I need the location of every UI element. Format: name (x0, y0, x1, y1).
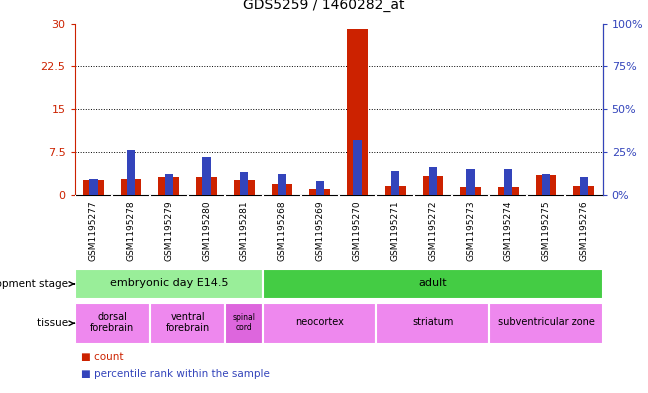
Bar (121, 178, 141, 195)
Bar (89, 179, 98, 195)
Bar (159, 178, 179, 195)
Bar (542, 174, 550, 195)
Text: striatum: striatum (412, 317, 454, 327)
Text: adult: adult (419, 278, 447, 288)
Text: GSM1195273: GSM1195273 (466, 200, 475, 261)
Bar (347, 29, 368, 195)
Bar (579, 178, 588, 195)
Text: ■ count: ■ count (81, 352, 124, 362)
Text: GSM1195280: GSM1195280 (202, 200, 211, 261)
Text: spinal
cord: spinal cord (233, 313, 256, 332)
Text: neocortex: neocortex (295, 317, 344, 327)
Bar (240, 172, 248, 195)
Bar (75, 269, 263, 299)
Text: GSM1195270: GSM1195270 (353, 200, 362, 261)
Bar (278, 174, 286, 195)
Bar (429, 167, 437, 195)
Bar (234, 180, 255, 195)
Text: GSM1195277: GSM1195277 (89, 200, 98, 261)
Text: dorsal
forebrain: dorsal forebrain (90, 312, 134, 333)
Text: GSM1195271: GSM1195271 (391, 200, 400, 261)
Text: GSM1195279: GSM1195279 (165, 200, 173, 261)
Bar (376, 303, 489, 343)
Bar (498, 187, 518, 195)
Text: ■ percentile rank within the sample: ■ percentile rank within the sample (81, 369, 270, 379)
Bar (391, 171, 399, 195)
Text: GSM1195278: GSM1195278 (126, 200, 135, 261)
Bar (467, 169, 475, 195)
Bar (196, 177, 217, 195)
Bar (422, 176, 443, 195)
Bar (573, 186, 594, 195)
Text: GSM1195268: GSM1195268 (277, 200, 286, 261)
Bar (75, 303, 150, 343)
Text: GSM1195275: GSM1195275 (542, 200, 551, 261)
Bar (226, 303, 263, 343)
Bar (504, 169, 513, 195)
Bar (536, 175, 557, 195)
Bar (150, 303, 226, 343)
Text: embryonic day E14.5: embryonic day E14.5 (110, 278, 228, 288)
Bar (127, 150, 135, 195)
Bar (353, 140, 362, 195)
Text: GSM1195269: GSM1195269 (315, 200, 324, 261)
Bar (489, 303, 603, 343)
Text: subventricular zone: subventricular zone (498, 317, 594, 327)
Bar (83, 180, 104, 195)
Bar (263, 269, 603, 299)
Text: GSM1195272: GSM1195272 (428, 200, 437, 261)
Bar (316, 181, 324, 195)
Text: ventral
forebrain: ventral forebrain (165, 312, 210, 333)
Text: GSM1195276: GSM1195276 (579, 200, 588, 261)
Bar (202, 157, 211, 195)
Text: GDS5259 / 1460282_at: GDS5259 / 1460282_at (243, 0, 405, 12)
Text: GSM1195274: GSM1195274 (504, 200, 513, 261)
Bar (460, 187, 481, 195)
Text: GSM1195281: GSM1195281 (240, 200, 249, 261)
Bar (263, 303, 376, 343)
Bar (309, 189, 330, 195)
Bar (165, 174, 173, 195)
Text: development stage: development stage (0, 279, 71, 289)
Bar (385, 186, 406, 195)
Bar (272, 184, 292, 195)
Text: tissue: tissue (37, 318, 71, 328)
